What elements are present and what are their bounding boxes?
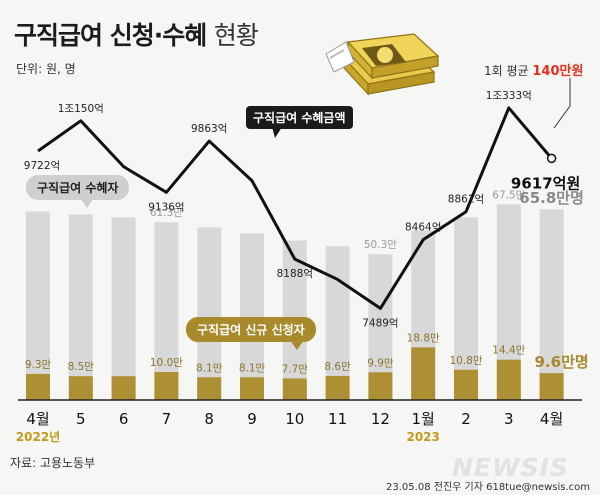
recipient-bar [240, 233, 264, 400]
amount-value-label: 8861억 [448, 194, 484, 206]
average-leader-line [553, 78, 571, 129]
applicant-bar [496, 359, 521, 400]
applicant-value-label: 7.7만 [282, 363, 309, 375]
recipient-value-label: 50.3만 [364, 239, 397, 251]
applicant-bar [539, 373, 564, 400]
average-prefix: 1회 평균 [484, 64, 533, 78]
applicant-bar [197, 377, 222, 400]
category-label: 7 [162, 410, 172, 428]
source-note: 자료: 고용노동부 [10, 456, 96, 470]
applicant-bar [154, 372, 179, 400]
category-label: 9 [247, 410, 257, 428]
amount-value-label: 7489억 [362, 317, 398, 329]
recipient-bar [154, 222, 179, 400]
title-bold: 구직급여 신청·수혜 [14, 21, 207, 50]
applicant-value-label: 8.5만 [68, 361, 95, 373]
category-label: 10 [285, 410, 304, 428]
applicant-bar [68, 376, 93, 400]
applicants-callout-pointer [290, 340, 304, 350]
amount-callout-pointer [272, 127, 282, 138]
applicant-value-label: 18.8만 [407, 332, 440, 344]
amount-value-label: 1조150억 [58, 103, 104, 115]
applicant-bar [111, 376, 136, 400]
average-amount-note: 1회 평균 140만원 [484, 60, 583, 79]
applicant-bar [368, 372, 393, 400]
applicant-value-label: 10.0만 [150, 357, 183, 369]
amount-callout: 구직급여 수혜금액 [246, 106, 353, 129]
category-label: 1월 [412, 410, 435, 428]
credit-note: 23.05.08 전진우 기자 618tue@newsis.com [386, 482, 590, 493]
average-value: 140만원 [532, 64, 584, 79]
year-label: 2022년 [16, 430, 60, 444]
recipient-bar [325, 246, 350, 400]
category-label: 4월 [26, 410, 49, 428]
applicant-value-label: 14.4만 [492, 345, 525, 357]
recipient-bar [26, 211, 50, 400]
category-label: 2 [461, 410, 471, 428]
unit-label: 단위: 원, 명 [16, 62, 76, 76]
recipient-bar [539, 209, 564, 400]
applicant-value-label: 8.6만 [324, 361, 351, 373]
applicant-value-label: 8.1만 [239, 362, 266, 374]
amount-value-label: 9722억 [24, 160, 60, 172]
applicant-value-label: 9.9만 [367, 357, 394, 369]
money-stack-icon [325, 33, 440, 96]
applicant-value-label: 9.6만명 [535, 353, 589, 371]
amount-end-point [546, 153, 557, 164]
applicant-bar [240, 377, 264, 400]
recipient-bar [68, 214, 93, 400]
title-light: 현황 [213, 21, 259, 50]
applicant-value-label: 8.1만 [196, 362, 223, 374]
applicant-bar [411, 347, 436, 400]
chart-title: 구직급여 신청·수혜 현황 [14, 16, 259, 52]
amount-value-label: 9863억 [191, 123, 227, 135]
category-label: 3 [504, 410, 514, 428]
category-label: 4월 [540, 410, 563, 428]
amount-value-label: 9136억 [148, 201, 184, 213]
category-label: 12 [371, 410, 390, 428]
applicant-value-label: 10.8만 [449, 355, 482, 367]
amount-value-label: 1조333억 [486, 90, 532, 102]
amount-value-label: 9617억원 [511, 174, 580, 192]
recipients-callout-pointer [80, 198, 94, 208]
amount-value-label: 8188억 [277, 268, 313, 280]
applicant-bar [454, 369, 478, 400]
amount-value-label: 8464억 [405, 222, 441, 234]
newsis-logo: NEWSIS [452, 453, 569, 482]
recipients-callout: 구직급여 수혜자 [26, 175, 130, 200]
applicant-bar [26, 373, 50, 400]
applicant-bar [282, 378, 307, 400]
applicants-callout: 구직급여 신규 신청자 [186, 317, 316, 342]
recipient-value-label: 67.5만 [492, 189, 525, 201]
applicant-value-label: 9.3만 [25, 359, 52, 371]
category-label: 8 [204, 410, 214, 428]
year-label: 2023 [406, 430, 439, 444]
category-label: 11 [328, 410, 347, 428]
recipient-value-label: 61.3만 [150, 207, 183, 219]
category-label: 6 [119, 410, 129, 428]
applicant-bar [325, 375, 350, 400]
recipient-value-label: 65.8만명 [519, 189, 584, 207]
recipient-bar [111, 217, 136, 400]
amount-line [37, 106, 553, 310]
recipient-bar [197, 227, 222, 400]
recipient-bar [454, 217, 478, 400]
category-label: 5 [76, 410, 86, 428]
